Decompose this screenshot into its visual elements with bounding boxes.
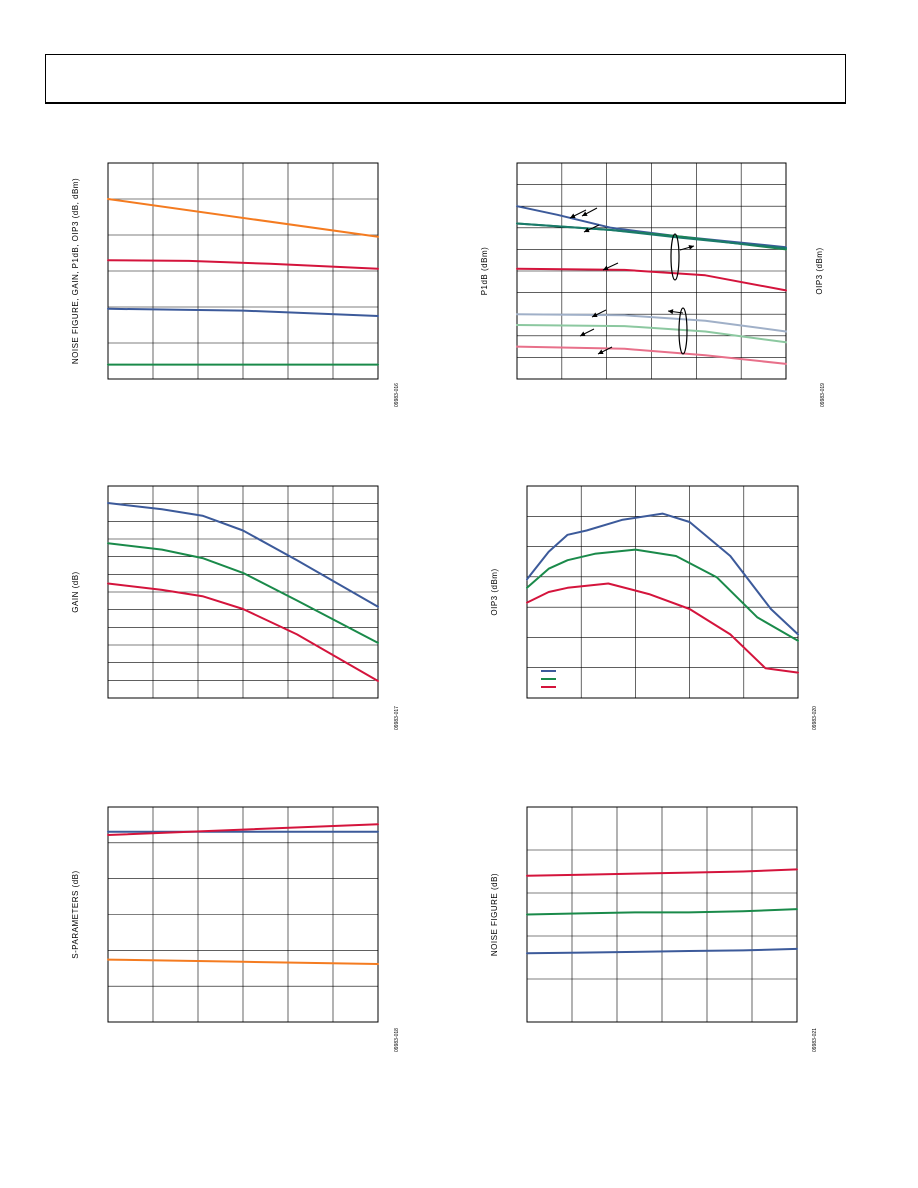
chart-5: S-PARAMETERS (dB) 09983-018 <box>71 806 400 1052</box>
series-line-3 <box>526 582 799 674</box>
y2-axis-label: OIP3 (dBm) <box>815 247 824 294</box>
figure-id: 09983-019 <box>820 383 826 407</box>
arrow-head <box>668 309 674 315</box>
series-line-6 <box>516 324 787 344</box>
series-line-7 <box>516 345 787 365</box>
y-axis-label: OIP3 (dBm) <box>490 568 499 615</box>
plot-frame <box>526 485 799 699</box>
series-line-1 <box>107 198 379 238</box>
series-line-5 <box>516 313 787 333</box>
series-line-2 <box>526 908 798 916</box>
header-box <box>45 54 846 104</box>
oip3-group-ellipse <box>670 233 680 281</box>
series-line-3 <box>526 947 798 955</box>
chart-4: OIP3 (dBm) 09983-020 <box>490 485 818 730</box>
series-line-3 <box>107 307 379 317</box>
arrow-head <box>580 331 586 336</box>
series-line-2 <box>526 548 799 642</box>
figure-id: 09983-021 <box>812 1028 818 1052</box>
series-line-3 <box>107 582 379 682</box>
arrow-head <box>592 312 598 317</box>
series-line-2 <box>107 542 379 644</box>
series-line-2 <box>107 259 379 270</box>
series-line-3 <box>107 958 379 965</box>
chart-3: GAIN (dB) 09983-017 <box>71 485 400 730</box>
series-line-2 <box>107 823 379 836</box>
y-axis-label: NOISE FIGURE, GAIN, P1dB, OIP3 (dB, dBm) <box>71 178 80 364</box>
series-line-3 <box>516 222 787 250</box>
arrow-head <box>688 244 694 250</box>
y-axis-label: P1dB (dBm) <box>480 247 489 296</box>
arrow-head <box>584 227 590 233</box>
chart-2: P1dB (dBm) OIP3 (dBm) 09983-019 <box>480 162 826 407</box>
arrow-head <box>598 349 604 354</box>
y-axis-label: S-PARAMETERS (dB) <box>71 870 80 958</box>
chart-1: NOISE FIGURE, GAIN, P1dB, OIP3 (dB, dBm)… <box>71 162 400 407</box>
arrow-head <box>582 211 588 216</box>
series-line-1 <box>526 512 799 636</box>
series-line-1 <box>107 502 379 608</box>
arrow-head <box>570 213 576 218</box>
figure-id: 09983-016 <box>394 383 400 407</box>
y-axis-label: GAIN (dB) <box>71 571 80 612</box>
series-line-4 <box>516 267 787 292</box>
p1db-group-ellipse <box>678 307 688 355</box>
figure-id: 09983-018 <box>394 1028 400 1052</box>
y-axis-label: NOISE FIGURE (dB) <box>490 873 499 956</box>
figure-id: 09983-017 <box>394 706 400 730</box>
figure-id: 09983-020 <box>812 706 818 730</box>
arrow-head <box>603 265 609 271</box>
chart-6: NOISE FIGURE (dB) 09983-021 <box>490 806 818 1052</box>
series-line-1 <box>526 868 798 877</box>
